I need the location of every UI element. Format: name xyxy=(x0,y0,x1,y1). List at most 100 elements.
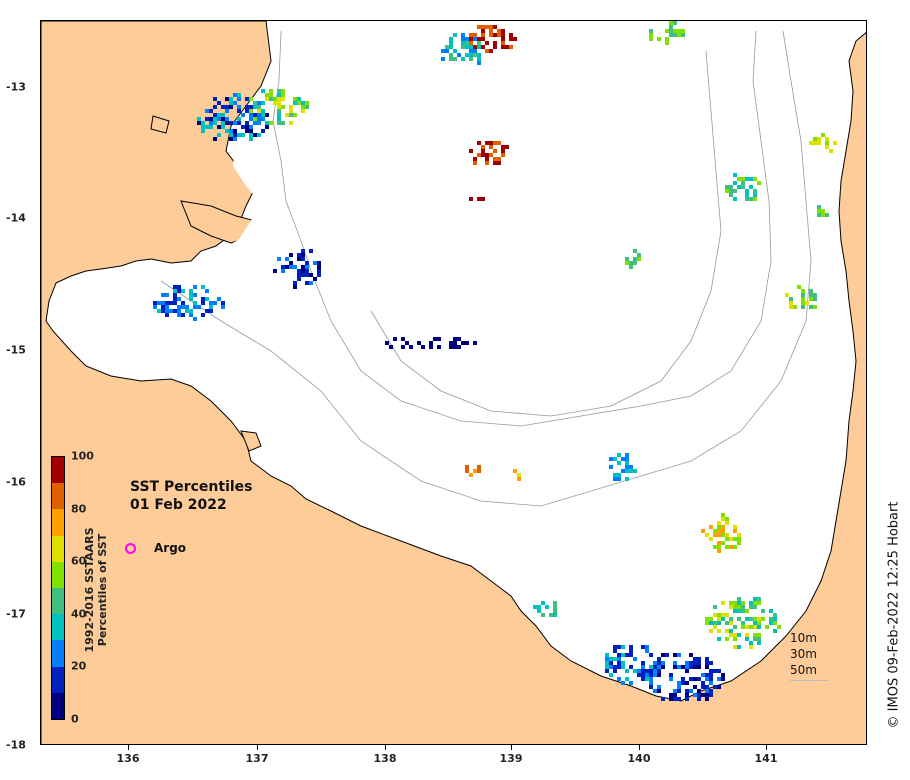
sst-pixel xyxy=(737,609,741,613)
sst-pixel xyxy=(229,129,233,133)
sst-pixel xyxy=(305,261,309,265)
sst-pixel xyxy=(625,261,629,265)
sst-pixel xyxy=(689,661,693,665)
sst-pixel xyxy=(757,633,761,637)
sst-pixel xyxy=(745,637,749,641)
sst-pixel xyxy=(741,181,745,185)
sst-pixel xyxy=(629,665,633,669)
sst-pixel xyxy=(269,93,273,97)
sst-pixel xyxy=(197,121,201,125)
sst-pixel xyxy=(153,305,157,309)
sst-pixel xyxy=(221,305,225,309)
sst-pixel xyxy=(605,669,609,673)
sst-pixel xyxy=(729,537,733,541)
sst-pixel xyxy=(749,625,753,629)
sst-pixel xyxy=(825,145,829,149)
sst-pixel xyxy=(277,257,281,261)
sst-pixel xyxy=(753,597,757,601)
sst-pixel xyxy=(221,125,225,129)
sst-pixel xyxy=(697,661,701,665)
sst-pixel xyxy=(221,113,225,117)
sst-percentile-pixels xyxy=(153,21,837,701)
sst-pixel xyxy=(649,673,653,677)
sst-pixel xyxy=(817,141,821,145)
sst-pixel xyxy=(225,129,229,133)
sst-pixel xyxy=(745,633,749,637)
sst-pixel xyxy=(205,309,209,313)
sst-pixel xyxy=(305,101,309,105)
sst-pixel xyxy=(473,45,477,49)
sst-pixel xyxy=(629,645,633,649)
sst-pixel xyxy=(633,261,637,265)
sst-pixel xyxy=(741,601,745,605)
sst-pixel xyxy=(501,45,505,49)
sst-pixel xyxy=(253,133,257,137)
sst-pixel xyxy=(193,305,197,309)
sst-pixel xyxy=(725,637,729,641)
sst-pixel xyxy=(245,105,249,109)
lat-label: -16 xyxy=(6,475,26,489)
colorbar-segment xyxy=(52,614,64,641)
sst-pixel xyxy=(453,341,457,345)
sst-pixel xyxy=(209,301,213,305)
map-title: SST Percentiles 01 Feb 2022 xyxy=(130,478,253,514)
lat-label: -18 xyxy=(6,738,26,752)
sst-pixel xyxy=(317,265,321,269)
sst-pixel xyxy=(177,313,181,317)
sst-pixel xyxy=(733,525,737,529)
sst-pixel xyxy=(217,113,221,117)
sst-pixel xyxy=(225,121,229,125)
sst-pixel xyxy=(173,293,177,297)
sst-pixel xyxy=(673,33,677,37)
sst-pixel xyxy=(493,149,497,153)
sst-pixel xyxy=(617,661,621,665)
sst-pixel xyxy=(317,261,321,265)
sst-pixel xyxy=(237,97,241,101)
lon-tick-140 xyxy=(639,745,640,750)
sst-pixel xyxy=(489,145,493,149)
sst-pixel xyxy=(449,41,453,45)
sst-pixel xyxy=(637,257,641,261)
sst-pixel xyxy=(721,673,725,677)
sst-pixel xyxy=(709,537,713,541)
sst-pixel xyxy=(725,521,729,525)
sst-pixel xyxy=(637,673,641,677)
sst-pixel xyxy=(605,657,609,661)
sst-pixel xyxy=(485,41,489,45)
sst-pixel xyxy=(665,653,669,657)
sst-pixel xyxy=(153,301,157,305)
sst-pixel xyxy=(473,157,477,161)
sst-pixel xyxy=(725,185,729,189)
sst-pixel xyxy=(293,97,297,101)
colorbar xyxy=(51,456,65,720)
sst-pixel xyxy=(517,477,521,481)
sst-pixel xyxy=(485,141,489,145)
sst-pixel xyxy=(165,301,169,305)
sst-pixel xyxy=(229,133,233,137)
sst-pixel xyxy=(261,117,265,121)
sst-pixel xyxy=(209,117,213,121)
sst-pixel xyxy=(613,457,617,461)
sst-pixel xyxy=(217,101,221,105)
depth-contours xyxy=(160,30,812,507)
sst-pixel xyxy=(161,293,165,297)
sst-pixel xyxy=(453,57,457,61)
sst-pixel xyxy=(617,653,621,657)
sst-pixel xyxy=(745,189,749,193)
sst-pixel xyxy=(513,37,517,41)
map-panel[interactable] xyxy=(40,20,867,745)
sst-pixel xyxy=(297,273,301,277)
sst-pixel xyxy=(517,473,521,477)
argo-marker-icon xyxy=(125,543,136,554)
sst-pixel xyxy=(181,289,185,293)
sst-pixel xyxy=(169,301,173,305)
sst-pixel xyxy=(609,665,613,669)
sst-pixel xyxy=(233,133,237,137)
sst-pixel xyxy=(289,265,293,269)
sst-pixel xyxy=(693,677,697,681)
sst-pixel xyxy=(297,277,301,281)
sst-pixel xyxy=(825,137,829,141)
sst-pixel xyxy=(285,257,289,261)
lat-label: -17 xyxy=(6,607,26,621)
sst-pixel xyxy=(701,529,705,533)
